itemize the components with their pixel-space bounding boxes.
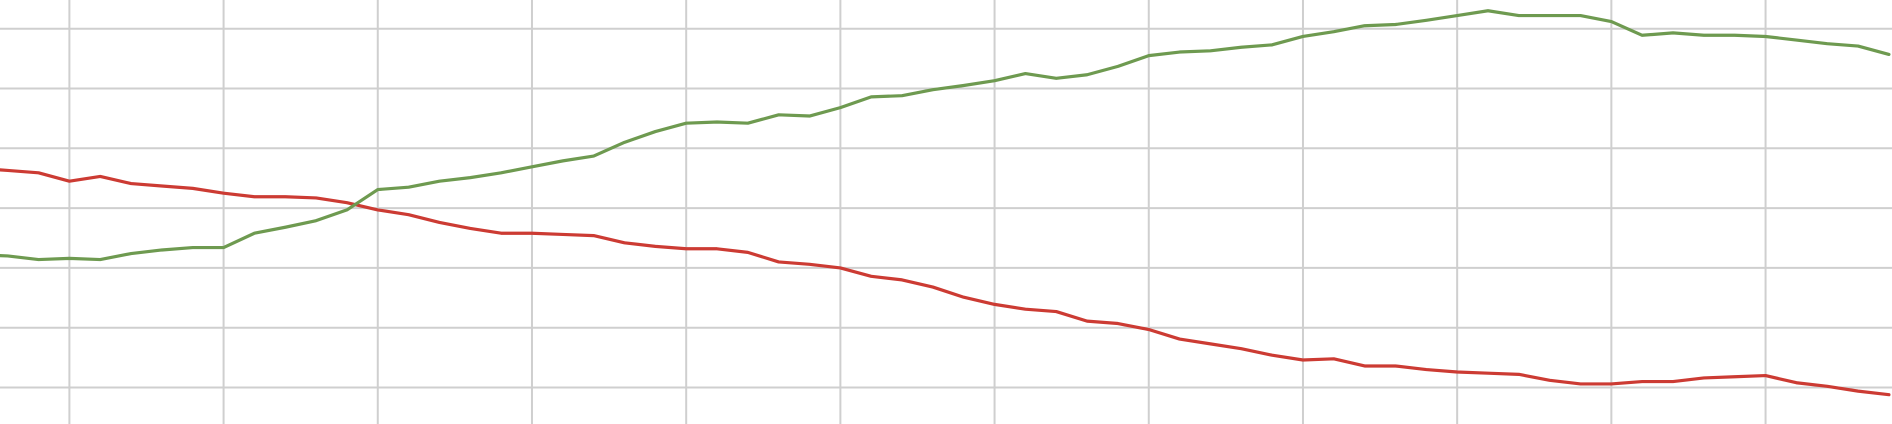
series-line <box>0 168 1891 397</box>
series-line <box>0 9 1891 262</box>
plot-area <box>0 9 1891 397</box>
